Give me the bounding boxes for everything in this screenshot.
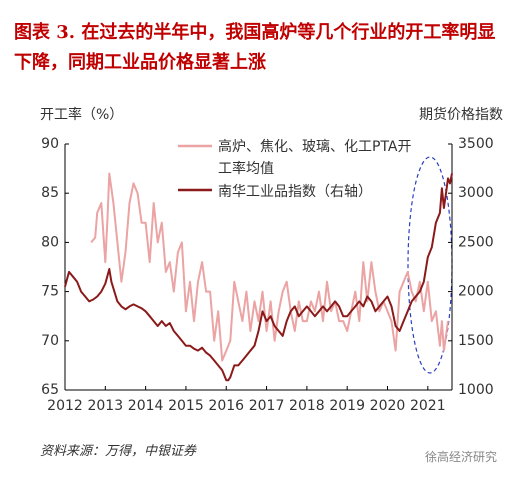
y2-tick-label: 2000 (458, 284, 494, 300)
y2-tick-label: 3500 (458, 136, 494, 152)
y-tick-label: 75 (41, 284, 59, 300)
y-tick-label: 80 (41, 234, 59, 250)
y2-tick-label: 1500 (458, 333, 494, 349)
x-tick-label: 2014 (128, 398, 164, 414)
y2-axis-label: 期货价格指数 (419, 106, 503, 123)
y-tick-label: 90 (41, 136, 59, 152)
y2-tick-label: 1000 (458, 382, 494, 398)
x-tick-label: 2017 (249, 398, 285, 414)
y2-tick-label: 2500 (458, 234, 494, 250)
watermark: 徐高经济研究 (425, 450, 498, 464)
y-tick-label: 85 (41, 185, 59, 201)
x-tick-label: 2021 (410, 398, 446, 414)
y2-tick-label: 3000 (458, 185, 494, 201)
x-tick-label: 2020 (370, 398, 406, 414)
legend-label: 南华工业品指数（右轴） (218, 184, 372, 200)
source: 资料来源：万得，中银证券 (40, 444, 197, 459)
series-line (64, 173, 453, 382)
y-axis-label: 开工率（%） (40, 106, 123, 123)
series-line (90, 172, 449, 362)
x-tick-label: 2012 (47, 398, 83, 414)
x-tick-label: 2015 (168, 398, 204, 414)
x-tick-label: 2013 (87, 398, 123, 414)
legend-label: 高炉、焦化、玻璃、化工PTA开工率均值 (218, 139, 412, 177)
title: 图表 3. 在过去的半年中，我国高炉等几个行业的开工率明显下降，同期工业品价格显… (14, 22, 496, 73)
x-tick-label: 2018 (289, 398, 325, 414)
x-tick-label: 2019 (329, 398, 365, 414)
x-tick-label: 2016 (208, 398, 244, 414)
y-tick-label: 65 (41, 382, 59, 398)
y-tick-label: 70 (41, 333, 59, 349)
